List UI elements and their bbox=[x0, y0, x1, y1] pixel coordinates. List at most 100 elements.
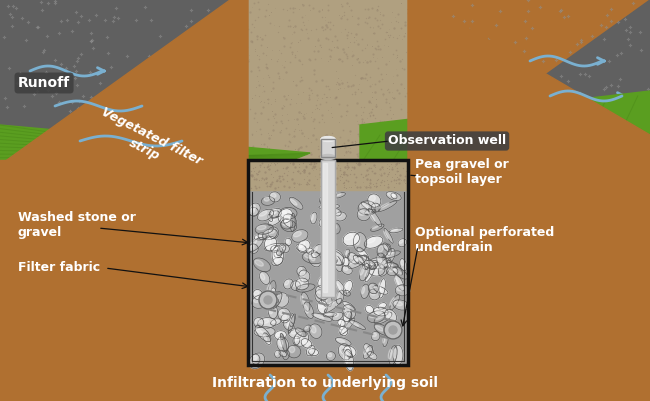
Ellipse shape bbox=[283, 279, 293, 289]
Ellipse shape bbox=[270, 319, 281, 325]
Ellipse shape bbox=[358, 249, 363, 256]
Ellipse shape bbox=[370, 259, 382, 263]
Polygon shape bbox=[0, 125, 310, 165]
Ellipse shape bbox=[281, 219, 296, 232]
Ellipse shape bbox=[332, 225, 337, 229]
Ellipse shape bbox=[337, 339, 344, 342]
Ellipse shape bbox=[268, 216, 281, 226]
Polygon shape bbox=[420, 0, 650, 190]
Ellipse shape bbox=[269, 218, 276, 222]
Ellipse shape bbox=[335, 213, 341, 217]
Ellipse shape bbox=[268, 227, 279, 239]
Ellipse shape bbox=[369, 196, 376, 201]
Ellipse shape bbox=[249, 207, 258, 217]
Ellipse shape bbox=[364, 348, 368, 354]
Ellipse shape bbox=[283, 214, 296, 228]
Circle shape bbox=[384, 321, 402, 339]
Ellipse shape bbox=[277, 337, 289, 352]
Ellipse shape bbox=[250, 209, 254, 213]
Ellipse shape bbox=[272, 246, 276, 249]
Ellipse shape bbox=[311, 244, 322, 258]
Text: Vegetated filter
strip: Vegetated filter strip bbox=[92, 105, 204, 181]
Text: Washed stone or
gravel: Washed stone or gravel bbox=[18, 211, 136, 239]
Ellipse shape bbox=[291, 329, 296, 334]
Ellipse shape bbox=[370, 224, 384, 231]
Ellipse shape bbox=[298, 285, 307, 289]
Ellipse shape bbox=[332, 209, 341, 216]
Bar bbox=[248, 160, 408, 190]
Ellipse shape bbox=[252, 356, 257, 360]
Ellipse shape bbox=[343, 290, 350, 296]
Ellipse shape bbox=[256, 328, 264, 336]
Ellipse shape bbox=[387, 263, 396, 270]
Ellipse shape bbox=[275, 350, 281, 358]
Ellipse shape bbox=[255, 319, 259, 323]
Ellipse shape bbox=[330, 192, 336, 207]
Ellipse shape bbox=[344, 282, 348, 289]
Ellipse shape bbox=[252, 354, 260, 365]
Ellipse shape bbox=[289, 316, 291, 323]
Ellipse shape bbox=[255, 325, 271, 342]
Ellipse shape bbox=[287, 345, 301, 358]
Ellipse shape bbox=[365, 306, 374, 313]
Ellipse shape bbox=[280, 207, 297, 219]
Ellipse shape bbox=[264, 197, 269, 201]
Ellipse shape bbox=[344, 234, 353, 240]
Ellipse shape bbox=[358, 255, 376, 269]
Ellipse shape bbox=[368, 194, 381, 207]
Ellipse shape bbox=[254, 291, 259, 295]
Ellipse shape bbox=[278, 209, 292, 223]
Ellipse shape bbox=[296, 333, 302, 340]
Ellipse shape bbox=[298, 244, 302, 248]
Ellipse shape bbox=[342, 350, 353, 358]
Ellipse shape bbox=[390, 298, 395, 305]
Ellipse shape bbox=[390, 321, 394, 325]
Ellipse shape bbox=[281, 209, 290, 214]
Ellipse shape bbox=[350, 254, 354, 259]
Ellipse shape bbox=[316, 292, 322, 297]
Ellipse shape bbox=[365, 210, 371, 213]
Ellipse shape bbox=[358, 201, 376, 215]
Ellipse shape bbox=[344, 353, 348, 364]
Polygon shape bbox=[360, 91, 650, 165]
Ellipse shape bbox=[369, 313, 378, 318]
Ellipse shape bbox=[391, 193, 397, 199]
Ellipse shape bbox=[350, 258, 359, 264]
Ellipse shape bbox=[266, 285, 270, 295]
Ellipse shape bbox=[359, 263, 370, 281]
Ellipse shape bbox=[344, 349, 354, 371]
Ellipse shape bbox=[311, 326, 316, 333]
Ellipse shape bbox=[378, 258, 391, 276]
Circle shape bbox=[389, 326, 397, 334]
Ellipse shape bbox=[371, 332, 380, 341]
Ellipse shape bbox=[291, 199, 297, 205]
Ellipse shape bbox=[374, 324, 391, 336]
Ellipse shape bbox=[272, 246, 283, 265]
Ellipse shape bbox=[255, 235, 262, 237]
Text: Optional perforated
underdrain: Optional perforated underdrain bbox=[415, 226, 554, 254]
Ellipse shape bbox=[278, 308, 291, 321]
Ellipse shape bbox=[268, 304, 278, 319]
Ellipse shape bbox=[324, 241, 335, 254]
Ellipse shape bbox=[386, 192, 401, 200]
Ellipse shape bbox=[317, 287, 323, 294]
Ellipse shape bbox=[272, 298, 276, 300]
Ellipse shape bbox=[395, 302, 402, 306]
Ellipse shape bbox=[376, 314, 384, 320]
Ellipse shape bbox=[274, 331, 287, 340]
Bar bbox=[248, 160, 408, 365]
Ellipse shape bbox=[332, 223, 340, 234]
Ellipse shape bbox=[341, 322, 348, 330]
Ellipse shape bbox=[311, 214, 313, 220]
Ellipse shape bbox=[283, 320, 294, 331]
Polygon shape bbox=[230, 0, 420, 165]
Ellipse shape bbox=[282, 221, 290, 226]
Ellipse shape bbox=[331, 252, 337, 259]
Ellipse shape bbox=[344, 313, 348, 318]
Ellipse shape bbox=[374, 287, 382, 291]
Ellipse shape bbox=[399, 240, 403, 243]
Ellipse shape bbox=[375, 308, 382, 312]
Ellipse shape bbox=[396, 286, 404, 291]
Ellipse shape bbox=[285, 280, 289, 285]
Ellipse shape bbox=[272, 298, 279, 303]
